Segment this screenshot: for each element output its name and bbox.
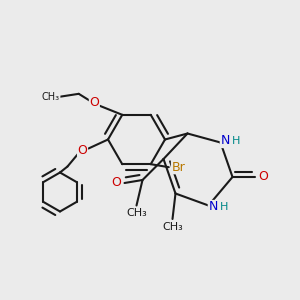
Text: CH₃: CH₃ (126, 208, 147, 218)
Text: N: N (220, 134, 230, 148)
Text: O: O (259, 170, 268, 184)
Text: O: O (78, 143, 87, 157)
Text: CH₃: CH₃ (162, 221, 183, 232)
Text: CH₃: CH₃ (42, 92, 60, 102)
Text: H: H (232, 136, 240, 146)
Text: N: N (208, 200, 218, 214)
Text: Br: Br (172, 161, 185, 174)
Text: O: O (111, 176, 121, 190)
Text: O: O (89, 96, 99, 109)
Text: H: H (220, 202, 228, 212)
